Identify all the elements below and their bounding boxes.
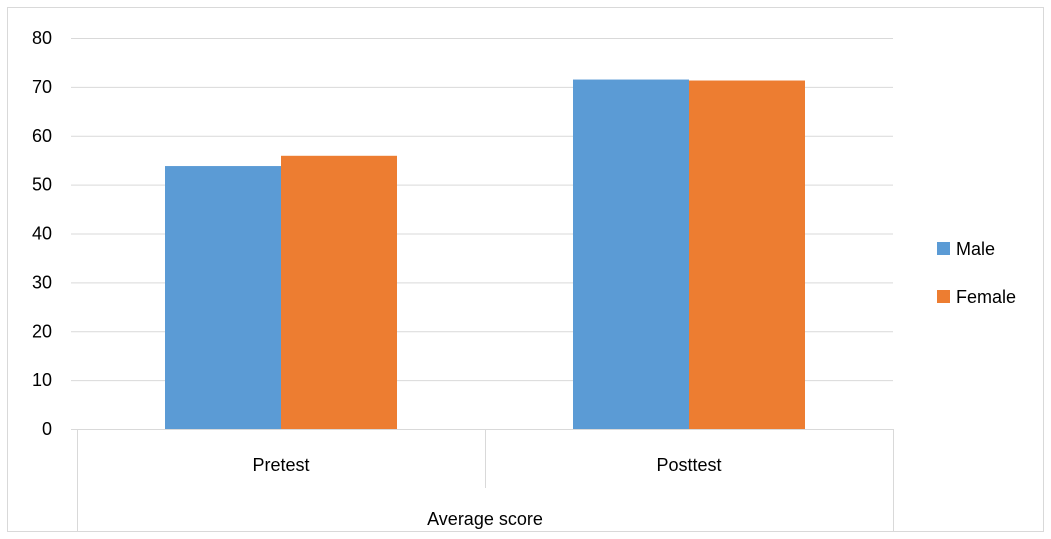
y-tick-label: 50 <box>32 175 52 195</box>
y-tick-label: 20 <box>32 321 52 341</box>
legend: Male Female <box>937 239 1016 307</box>
bar-male-pretest <box>165 166 281 430</box>
bar-female-pretest <box>281 155 397 429</box>
legend-swatch-female <box>937 290 950 303</box>
y-tick-label: 70 <box>32 77 52 97</box>
category-label: Pretest <box>252 455 309 475</box>
bar-male-posttest <box>573 79 689 429</box>
category-label: Posttest <box>656 455 721 475</box>
y-tick-labels: 0 10 20 30 40 50 60 70 80 <box>32 28 52 439</box>
y-tick-label: 10 <box>32 370 52 390</box>
y-tick-label: 40 <box>32 224 52 244</box>
axes <box>71 38 894 531</box>
y-tick-label: 60 <box>32 126 52 146</box>
legend-label-female: Female <box>956 287 1016 307</box>
y-tick-label: 0 <box>42 419 52 439</box>
legend-label-male: Male <box>956 239 995 259</box>
bars <box>165 79 805 430</box>
x-axis-group-label: Average score <box>427 509 543 529</box>
legend-swatch-male <box>937 242 950 255</box>
y-tick-label: 80 <box>32 28 52 48</box>
y-tick-label: 30 <box>32 272 52 292</box>
category-labels: Pretest Posttest Average score <box>252 455 721 529</box>
bar-female-posttest <box>689 80 805 430</box>
